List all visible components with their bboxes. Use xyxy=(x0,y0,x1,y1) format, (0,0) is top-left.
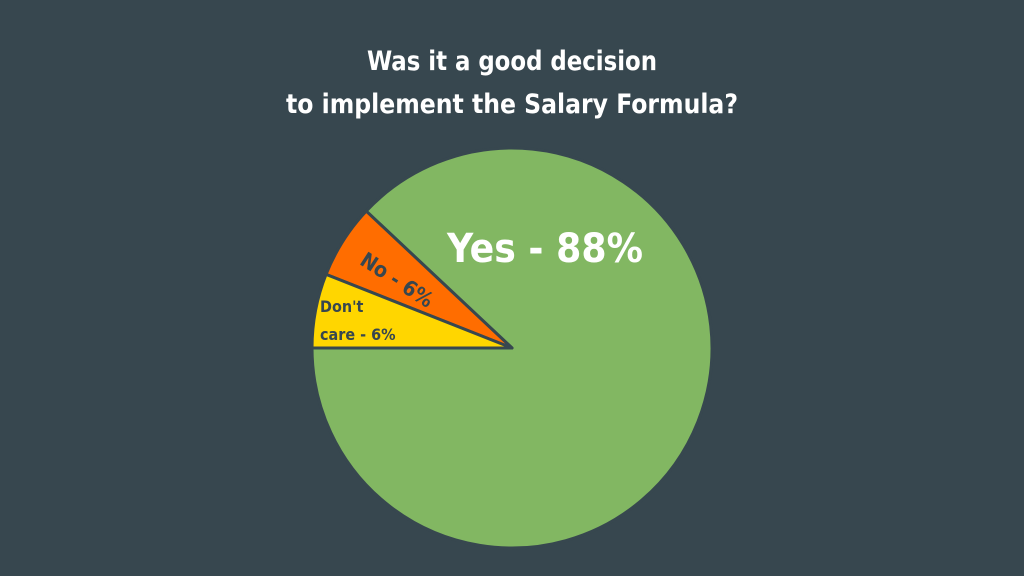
data-label: Don't care - 6% xyxy=(320,297,396,344)
pie-slice xyxy=(310,272,514,350)
data-label: Yes - 88% xyxy=(446,226,643,272)
chart-title: Was it a good decision xyxy=(367,46,657,77)
data-label-line: Don't xyxy=(320,297,364,316)
pie-slice xyxy=(310,146,714,550)
data-label-line: care - 6% xyxy=(320,325,396,344)
chart-title: to implement the Salary Formula? xyxy=(286,89,738,120)
